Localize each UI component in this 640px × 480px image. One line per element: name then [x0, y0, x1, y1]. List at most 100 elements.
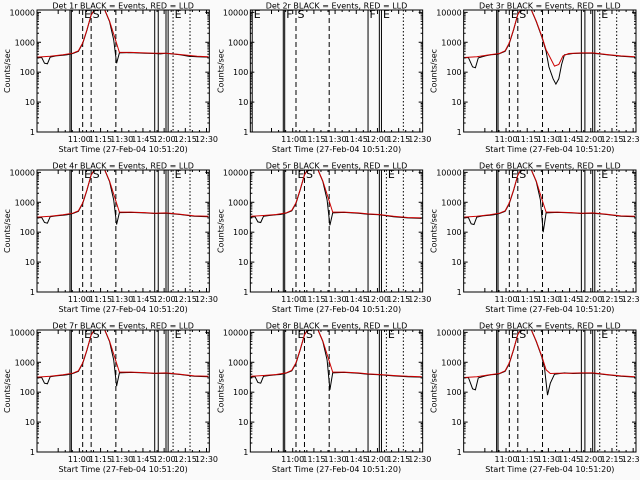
y-tick-label: 100 [20, 388, 35, 397]
x-tick-label: 11:45 [345, 295, 368, 304]
events-series-line [250, 330, 422, 390]
panel-title: Det 3r BLACK = Events, RED = LLD [479, 2, 621, 11]
x-tick-label: 11:00 [495, 295, 518, 304]
y-tick-label: 10 [451, 418, 461, 427]
x-tick-label: 11:15 [89, 135, 112, 144]
y-tick-label: 100 [233, 228, 248, 237]
x-tick-label: 11:30 [324, 295, 347, 304]
x-tick-label: 11:15 [516, 455, 539, 464]
y-axis-label: Counts/sec [3, 49, 12, 93]
y-axis-label: Counts/sec [3, 209, 12, 253]
y-tick-label: 100 [446, 228, 461, 237]
marker-label: E [511, 168, 518, 181]
panel-title: Det 6r BLACK = Events, RED = LLD [479, 162, 621, 171]
marker-label: S [306, 168, 313, 181]
x-axis-label: Start Time (27-Feb-04 10:51:20) [59, 145, 188, 154]
y-tick-label: 10000 [223, 8, 248, 17]
plot-frame [249, 169, 424, 293]
x-tick-label: 11:15 [302, 135, 325, 144]
y-axis-label: Counts/sec [216, 369, 225, 413]
y-tick-label: 1000 [228, 358, 248, 367]
y-tick-label: 1000 [441, 198, 461, 207]
x-axis-label: Start Time (27-Feb-04 10:51:20) [59, 465, 188, 474]
plot-frame [463, 9, 637, 133]
y-axis-label: Counts/sec [216, 209, 225, 253]
x-tick-label: 11:45 [558, 295, 581, 304]
x-tick-label: 12:30 [408, 455, 431, 464]
y-axis-label: Counts/sec [430, 369, 439, 413]
x-axis-label: Start Time (27-Feb-04 10:51:20) [272, 465, 401, 474]
x-tick-label: 12:15 [174, 135, 197, 144]
y-tick-label: 1 [30, 448, 35, 457]
x-tick-label: 11:45 [558, 455, 581, 464]
x-tick-label: 11:30 [324, 135, 347, 144]
x-tick-label: 12:30 [195, 455, 218, 464]
x-axis-label: Start Time (27-Feb-04 10:51:20) [59, 305, 188, 314]
x-axis-label: Start Time (27-Feb-04 10:51:20) [485, 465, 614, 474]
y-tick-label: 10000 [223, 328, 248, 337]
x-tick-label: 12:15 [174, 455, 197, 464]
plot-frame [463, 329, 637, 453]
x-tick-label: 11:00 [281, 455, 304, 464]
y-tick-label: 10 [451, 258, 461, 267]
marker-label: E [388, 168, 395, 181]
x-tick-label: 12:00 [153, 295, 176, 304]
y-tick-label: 10 [238, 258, 248, 267]
x-tick-label: 12:15 [600, 135, 623, 144]
events-series-line [37, 170, 209, 225]
x-tick-label: 11:30 [110, 295, 133, 304]
x-tick-label: 12:30 [408, 295, 431, 304]
marker-label: E [84, 8, 91, 21]
marker-label: E [601, 328, 608, 341]
x-tick-label: 12:30 [408, 135, 431, 144]
marker-label: S [306, 328, 313, 341]
y-tick-label: 10 [25, 258, 35, 267]
y-tick-label: 10000 [10, 328, 35, 337]
y-tick-label: 100 [20, 228, 35, 237]
x-tick-label: 12:00 [579, 295, 602, 304]
y-tick-label: 10 [451, 98, 461, 107]
y-tick-label: 1 [243, 128, 248, 137]
x-tick-label: 12:00 [366, 135, 389, 144]
marker-label: E [511, 328, 518, 341]
lld-series-line [250, 330, 422, 378]
x-tick-label: 11:00 [68, 135, 91, 144]
marker-label: E [383, 8, 390, 21]
plot-frame [36, 169, 210, 293]
y-tick-label: 100 [233, 68, 248, 77]
x-tick-label: 12:00 [579, 455, 602, 464]
marker-label: E [511, 8, 518, 21]
x-tick-label: 12:30 [622, 295, 640, 304]
y-tick-label: 1000 [441, 38, 461, 47]
y-tick-label: 10000 [223, 168, 248, 177]
x-tick-label: 12:00 [579, 135, 602, 144]
x-tick-label: 11:30 [110, 455, 133, 464]
panel-title: Det 8r BLACK = Events, RED = LLD [266, 322, 408, 331]
marker-label: E [175, 328, 182, 341]
x-tick-label: 12:30 [195, 135, 218, 144]
lld-series-line [464, 330, 636, 378]
x-tick-label: 11:00 [281, 135, 304, 144]
events-series-line [464, 330, 636, 396]
x-tick-label: 11:30 [537, 455, 560, 464]
y-tick-label: 10 [25, 418, 35, 427]
y-tick-label: 1 [30, 288, 35, 297]
x-tick-label: 11:00 [495, 455, 518, 464]
marker-label: S [93, 168, 100, 181]
x-tick-label: 12:00 [153, 455, 176, 464]
marker-label: S [93, 8, 100, 21]
lld-series-line [250, 170, 422, 219]
events-series-line [37, 10, 209, 65]
x-axis-label: Start Time (27-Feb-04 10:51:20) [485, 305, 614, 314]
lld-series-line [464, 10, 636, 67]
y-tick-label: 1000 [15, 358, 35, 367]
marker-label: S [519, 328, 526, 341]
panel-title: Det 4r BLACK = Events, RED = LLD [52, 162, 194, 171]
y-tick-label: 1000 [15, 38, 35, 47]
